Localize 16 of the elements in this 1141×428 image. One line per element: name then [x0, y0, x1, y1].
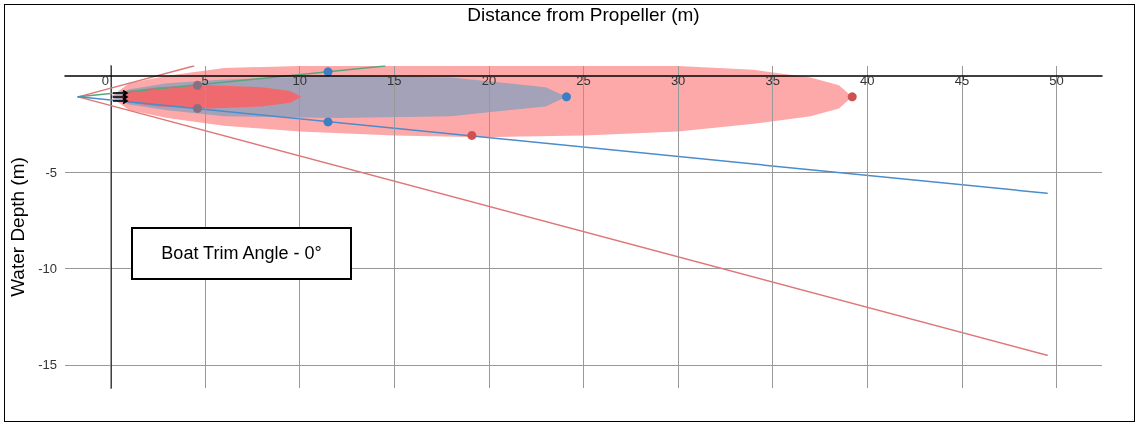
x-tick-label: 0	[101, 73, 110, 88]
x-tick-label: 50	[1049, 73, 1064, 88]
x-tick-label: 25	[576, 73, 591, 88]
x-tick-label: 20	[481, 73, 497, 88]
x-tick-label: 10	[292, 73, 307, 88]
x-axis-title: Distance from Propeller (m)	[467, 4, 700, 25]
x-tick-label: 35	[765, 73, 780, 88]
y-tick-label: -10	[38, 260, 57, 276]
annotation: Boat Trim Angle - 0°	[161, 243, 322, 264]
x-tick-label: 30	[670, 73, 686, 88]
y-tick-label: -5	[45, 164, 57, 180]
x-tick-label: 40	[860, 73, 875, 88]
y-tick-label: -15	[38, 357, 57, 373]
y-axis-title: Water Depth (m)	[7, 157, 28, 297]
x-tick-label: 45	[954, 73, 970, 88]
x-tick-label: 15	[387, 73, 402, 88]
